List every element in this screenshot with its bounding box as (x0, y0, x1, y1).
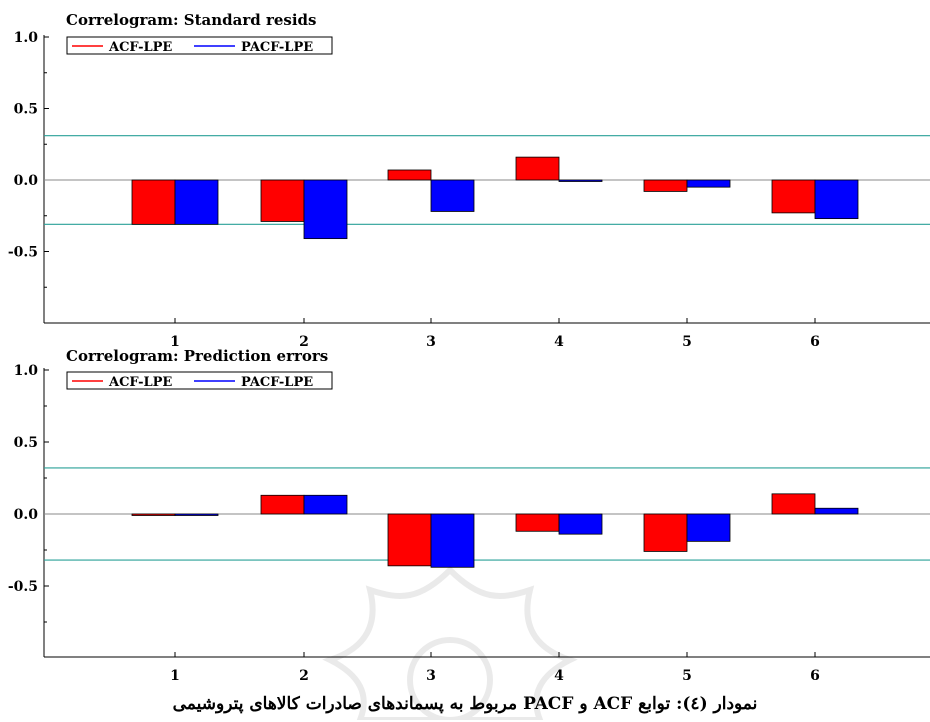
bar-acf-lpe-lag-4 (515, 156, 560, 181)
bar-acf-lpe-lag-4 (515, 513, 560, 532)
x-tick-label: 6 (810, 668, 820, 684)
y-tick-label: -0.5 (8, 579, 38, 595)
x-tick-label: 1 (170, 668, 180, 684)
x-tick-label: 4 (554, 334, 564, 350)
bar-acf-lpe-lag-1 (131, 179, 176, 225)
bar-pacf-lpe-lag-4 (558, 179, 603, 182)
bar-pacf-lpe-lag-3 (430, 513, 475, 568)
bar-acf-lpe-lag-2 (260, 494, 305, 515)
bar-pacf-lpe-lag-2 (303, 179, 348, 240)
x-tick-label: 5 (682, 668, 692, 684)
bar-acf-lpe-lag-3 (387, 513, 432, 567)
bar-acf-lpe-lag-2 (260, 179, 305, 222)
x-tick-label: 2 (299, 334, 309, 350)
y-tick-label: 0.5 (14, 102, 38, 118)
y-tick-label: -0.5 (8, 245, 38, 261)
y-tick-label: 1.0 (14, 363, 39, 379)
x-tick-label: 5 (682, 334, 692, 350)
y-tick-label: 0.5 (14, 435, 38, 451)
bar-pacf-lpe-lag-3 (430, 179, 475, 212)
bar-pacf-lpe-lag-6 (814, 507, 859, 515)
bar-pacf-lpe-lag-1 (174, 179, 219, 225)
chart-legend: ACF-LPE PACF-LPE (66, 371, 333, 390)
x-tick-label: 3 (426, 334, 436, 350)
legend-label-acf-lpe: ACF-LPE (108, 375, 172, 390)
chart-panel-1: Correlogram: Standard resids ACF-LPE PACF-… (8, 11, 930, 350)
bar-acf-lpe-lag-1 (131, 513, 176, 516)
bar-pacf-lpe-lag-6 (814, 179, 859, 220)
y-tick-label: 0.0 (14, 173, 39, 189)
bar-pacf-lpe-lag-5 (686, 513, 731, 542)
chart-legend: ACF-LPE PACF-LPE (66, 36, 333, 55)
bar-pacf-lpe-lag-4 (558, 513, 603, 535)
y-tick-label: 1.0 (14, 30, 39, 46)
legend-label-pacf-lpe: PACF-LPE (241, 40, 313, 55)
bar-acf-lpe-lag-6 (771, 179, 816, 214)
bar-acf-lpe-lag-5 (643, 179, 688, 192)
x-tick-label: 1 (170, 334, 180, 350)
x-tick-label: 2 (299, 668, 309, 684)
x-tick-label: 4 (554, 668, 564, 684)
chart-title: Correlogram: Standard resids (66, 11, 316, 29)
x-tick-label: 6 (810, 334, 820, 350)
bar-acf-lpe-lag-6 (771, 493, 816, 515)
bar-pacf-lpe-lag-2 (303, 494, 348, 515)
bar-pacf-lpe-lag-1 (174, 513, 219, 516)
legend-label-pacf-lpe: PACF-LPE (241, 375, 313, 390)
bar-pacf-lpe-lag-5 (686, 179, 731, 188)
bar-acf-lpe-lag-3 (387, 169, 432, 181)
x-tick-label: 3 (426, 668, 436, 684)
bar-acf-lpe-lag-5 (643, 513, 688, 552)
legend-label-acf-lpe: ACF-LPE (108, 40, 172, 55)
figure-caption: نمودار (٤): توابع ACF و PACF مربوط به پس… (172, 694, 758, 714)
chart-panel-2: Correlogram: Prediction errors ACF-LPE PAC… (8, 347, 930, 684)
chart-title: Correlogram: Prediction errors (66, 347, 328, 365)
y-tick-label: 0.0 (14, 507, 39, 523)
